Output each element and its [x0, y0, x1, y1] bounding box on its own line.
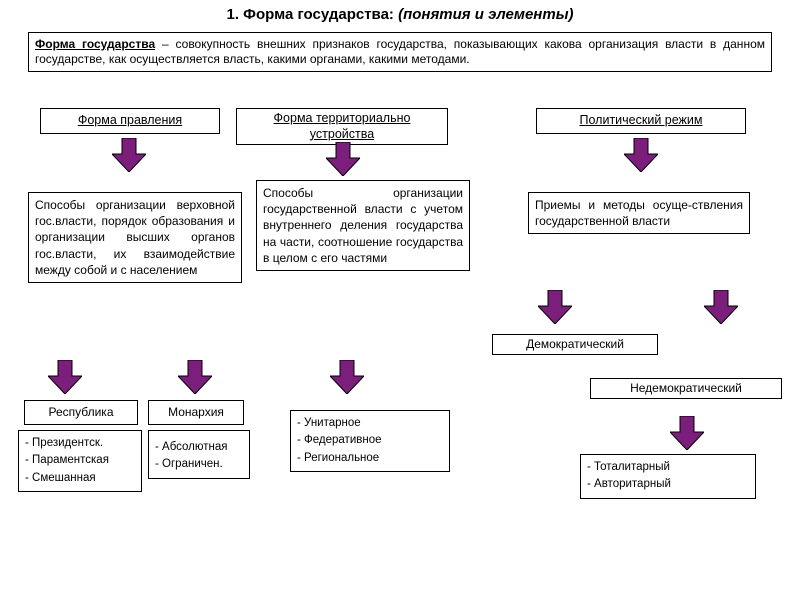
- arrow-down-icon: [48, 360, 82, 394]
- monarchy-list: АбсолютнаяОграничен.: [148, 430, 250, 479]
- arrow-down-icon: [670, 416, 704, 450]
- gov-header: Форма правления: [40, 108, 220, 134]
- regime-header: Политический режим: [536, 108, 746, 134]
- democratic-header-text: Демократический: [526, 337, 624, 351]
- arrow-down-icon: [538, 290, 572, 324]
- title-sub: (понятия и элементы): [394, 6, 574, 23]
- list-item: Параментская: [25, 452, 135, 469]
- list-item: Ограничен.: [155, 456, 243, 473]
- list-item: Региональное: [297, 450, 443, 467]
- list-item: Авторитарный: [587, 476, 749, 493]
- list-item: Унитарное: [297, 415, 443, 432]
- gov-header-text: Форма правления: [78, 113, 182, 127]
- monarchy-header-text: Монархия: [168, 405, 224, 419]
- page-title: 1. Форма государства: (понятия и элемент…: [0, 0, 800, 27]
- gov-desc-text: Способы организации верховной гос.власти…: [35, 198, 235, 277]
- terr-header-text: Форма территориально устройства: [274, 111, 411, 141]
- regime-header-text: Политический режим: [580, 113, 703, 127]
- terr-desc: Способы организации государственной влас…: [256, 180, 470, 271]
- list-item: Президентск.: [25, 435, 135, 452]
- nondemocratic-header: Недемократический: [590, 378, 782, 399]
- list-item: Абсолютная: [155, 439, 243, 456]
- arrow-down-icon: [178, 360, 212, 394]
- nondemocratic-header-text: Недемократический: [630, 381, 742, 395]
- arrow-down-icon: [704, 290, 738, 324]
- monarchy-header: Монархия: [148, 400, 244, 425]
- republic-list: Президентск.ПараментскаяСмешанная: [18, 430, 142, 492]
- republic-header: Республика: [24, 400, 138, 425]
- definition-lead: Форма государства: [35, 37, 155, 51]
- gov-desc: Способы организации верховной гос.власти…: [28, 192, 242, 283]
- regime-desc: Приемы и методы осуще-ствления государст…: [528, 192, 750, 234]
- regime-list: ТоталитарныйАвторитарный: [580, 454, 756, 499]
- democratic-header: Демократический: [492, 334, 658, 355]
- terr-desc-text: Способы организации государственной влас…: [263, 186, 463, 265]
- arrow-down-icon: [326, 142, 360, 176]
- list-item: Федеративное: [297, 432, 443, 449]
- terr-header: Форма территориально устройства: [236, 108, 448, 145]
- arrow-down-icon: [330, 360, 364, 394]
- title-number: 1. Форма государства:: [226, 6, 393, 23]
- list-item: Тоталитарный: [587, 459, 749, 476]
- arrow-down-icon: [624, 138, 658, 172]
- regime-desc-text: Приемы и методы осуще-ствления государст…: [535, 198, 743, 228]
- definition-box: Форма государства – совокупность внешних…: [28, 32, 772, 72]
- republic-header-text: Республика: [48, 405, 113, 419]
- arrow-down-icon: [112, 138, 146, 172]
- list-item: Смешанная: [25, 470, 135, 487]
- terr-list: УнитарноеФедеративноеРегиональное: [290, 410, 450, 472]
